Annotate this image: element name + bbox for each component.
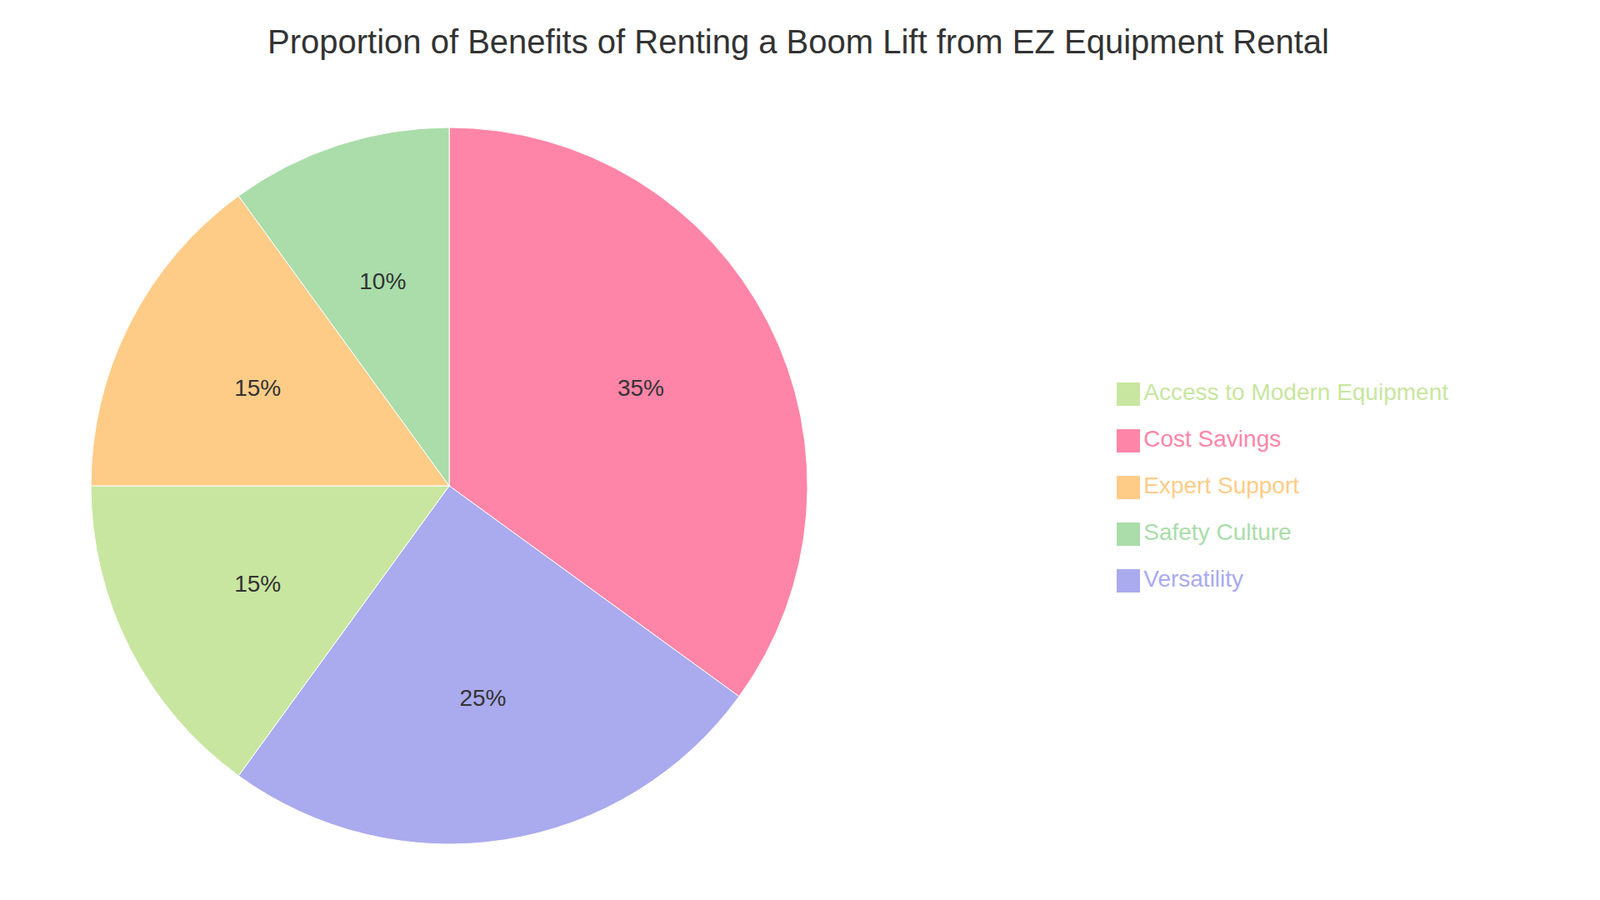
html-text:Cost Savings: Cost Savings [1143, 425, 1281, 452]
svg-text:10%: 10% [359, 268, 406, 295]
html-text:Access to Modern Equipment: Access to Modern Equipment [1143, 379, 1449, 405]
html-text:Versatility: Versatility [1143, 565, 1244, 592]
html-text:Expert Support: Expert Support [1143, 472, 1300, 499]
html-text:Proportion of Benefits of Rent: Proportion of Benefits of Renting a Boom… [267, 23, 1330, 60]
svg-text:35%: 35% [617, 375, 665, 401]
svg-text:15%: 15% [234, 375, 281, 401]
svg-text:15%: 15% [234, 570, 281, 597]
svg-text:25%: 25% [459, 685, 506, 711]
html-text:Safety Culture: Safety Culture [1143, 519, 1292, 545]
